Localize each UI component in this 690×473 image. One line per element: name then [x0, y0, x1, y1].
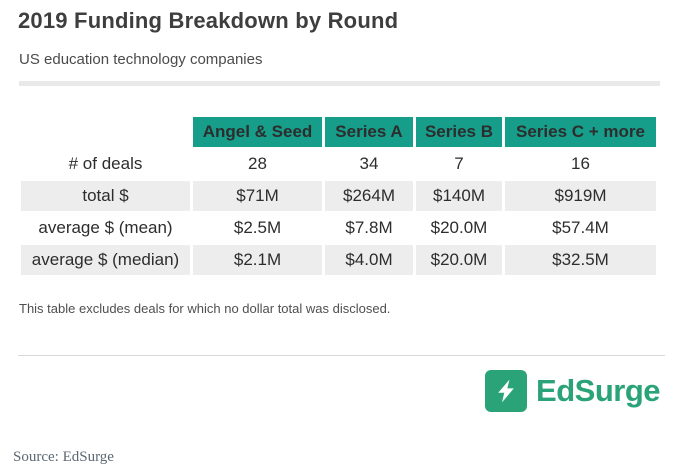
table-row-average-mean: average $ (mean) $2.5M $7.8M $20.0M $57.…	[21, 213, 656, 243]
column-header-series-a: Series A	[325, 117, 413, 147]
cell-value: $32.5M	[505, 245, 656, 275]
column-header-angel-seed: Angel & Seed	[193, 117, 322, 147]
cell-value: $2.1M	[193, 245, 322, 275]
row-label: average $ (mean)	[38, 218, 173, 237]
funding-table: Angel & Seed Series A Series B Series C …	[18, 115, 659, 277]
cell-value: $57.4M	[552, 218, 609, 237]
row-label: total $	[21, 181, 190, 211]
divider-bar	[19, 81, 660, 86]
cell-value: $919M	[505, 181, 656, 211]
corner-cell	[21, 117, 190, 147]
cell-value: $264M	[325, 181, 413, 211]
cell-value: $71M	[193, 181, 322, 211]
cell-value: 16	[571, 154, 590, 173]
source-line: Source: EdSurge	[13, 449, 114, 465]
column-header-series-b: Series B	[416, 117, 502, 147]
edsurge-wordmark: EdSurge	[536, 373, 660, 408]
table-row-total: total $ $71M $264M $140M $919M	[21, 181, 656, 211]
table-header-row: Angel & Seed Series A Series B Series C …	[21, 117, 656, 147]
cell-value: $7.8M	[345, 218, 393, 237]
lightning-bolt-icon	[485, 370, 528, 412]
table-row-num-deals: # of deals 28 34 7 16	[21, 149, 656, 179]
footnote: This table excludes deals for which no d…	[19, 301, 391, 316]
cell-value: 7	[454, 154, 464, 173]
cell-value: $140M	[416, 181, 502, 211]
page-title: 2019 Funding Breakdown by Round	[18, 8, 399, 33]
edsurge-logo: EdSurge	[0, 370, 660, 412]
table-row-average-median: average $ (median) $2.1M $4.0M $20.0M $3…	[21, 245, 656, 275]
column-header-series-c-more: Series C + more	[505, 117, 656, 147]
cell-value: 34	[359, 154, 379, 173]
row-label: average $ (median)	[21, 245, 190, 275]
cell-value: 28	[248, 154, 267, 173]
row-label: # of deals	[68, 154, 143, 173]
cell-value: $4.0M	[325, 245, 413, 275]
cell-value: $2.5M	[233, 218, 282, 237]
thin-divider	[18, 355, 665, 356]
cell-value: $20.0M	[430, 218, 488, 237]
subtitle: US education technology companies	[19, 51, 263, 68]
cell-value: $20.0M	[416, 245, 502, 275]
